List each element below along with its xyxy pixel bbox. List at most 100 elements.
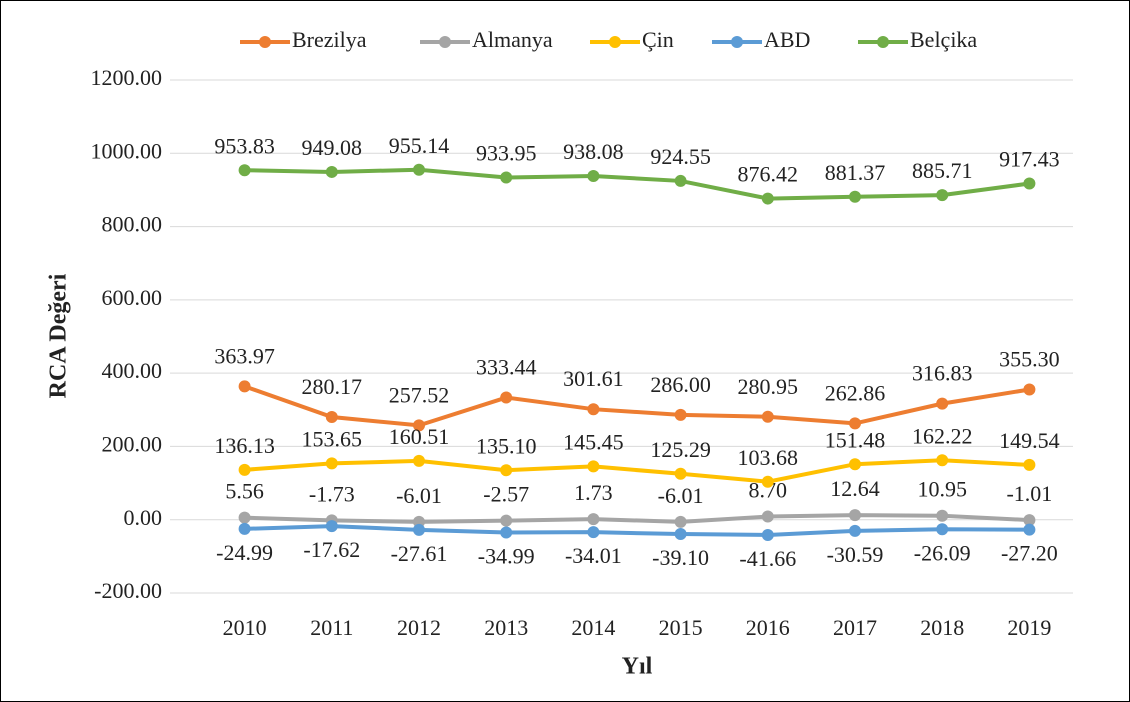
data-label: -27.20	[1001, 541, 1058, 566]
legend-label: Belçika	[910, 27, 977, 52]
x-tick-label: 2015	[659, 615, 703, 640]
data-point	[761, 510, 774, 523]
data-point	[587, 403, 600, 416]
data-point	[238, 463, 251, 476]
data-label: 280.17	[302, 374, 363, 399]
data-point	[761, 475, 774, 488]
data-point	[849, 524, 861, 537]
data-label: 280.95	[738, 374, 799, 399]
data-point	[238, 522, 251, 535]
data-label: 955.14	[389, 133, 450, 158]
data-label: 153.65	[302, 426, 363, 451]
x-tick-label: 2019	[1007, 615, 1051, 640]
data-point	[238, 164, 251, 177]
data-label: 953.83	[214, 133, 275, 158]
data-label: -27.61	[391, 541, 448, 566]
data-label: 145.45	[563, 429, 624, 454]
data-label: -17.62	[303, 537, 360, 562]
x-axis-label: Yıl	[622, 654, 653, 680]
data-label: -24.99	[216, 540, 273, 565]
data-label: 10.95	[917, 477, 967, 502]
data-point	[849, 190, 861, 203]
data-label: -26.09	[914, 540, 971, 565]
data-point	[413, 523, 425, 536]
data-label: 885.71	[912, 158, 973, 183]
y-tick-label: 0.00	[124, 505, 163, 530]
y-tick-label: 800.00	[102, 212, 163, 237]
data-label: 924.55	[650, 144, 711, 169]
data-point	[1023, 177, 1036, 190]
data-point	[936, 397, 949, 410]
data-point	[500, 171, 513, 184]
data-point	[500, 391, 513, 404]
data-label: 333.44	[476, 355, 537, 380]
x-tick-label: 2017	[833, 615, 877, 640]
data-label: 316.83	[912, 361, 973, 386]
data-point	[1023, 383, 1036, 396]
data-label: 363.97	[214, 343, 275, 368]
data-point	[936, 189, 949, 202]
data-point	[1023, 523, 1036, 536]
legend-marker	[877, 36, 889, 48]
data-point	[1023, 458, 1036, 471]
data-point	[238, 380, 251, 393]
data-label: -1.01	[1006, 481, 1052, 506]
y-tick-label: -200.00	[94, 578, 162, 603]
data-point	[413, 419, 425, 432]
data-point	[325, 165, 338, 178]
data-label: 949.08	[302, 135, 363, 160]
data-label: 149.54	[999, 428, 1060, 453]
data-point	[674, 174, 687, 187]
data-point	[849, 417, 861, 430]
data-point	[238, 511, 251, 524]
x-tick-label: 2010	[223, 615, 267, 640]
data-label: 5.56	[225, 479, 264, 504]
data-point	[936, 454, 949, 467]
data-label: 125.29	[650, 437, 711, 462]
data-label: -39.10	[652, 545, 709, 570]
x-tick-label: 2018	[920, 615, 964, 640]
series-line	[244, 524, 1030, 537]
data-label: -41.66	[739, 546, 796, 571]
data-point	[500, 526, 513, 539]
x-tick-label: 2016	[746, 615, 790, 640]
data-label: -6.01	[396, 483, 442, 508]
legend-marker	[609, 36, 621, 48]
data-point	[761, 192, 774, 205]
data-label: 135.10	[476, 433, 537, 458]
y-tick-label: 1200.00	[91, 65, 163, 90]
data-label: -30.59	[827, 542, 884, 567]
data-point	[500, 464, 513, 477]
data-point	[674, 467, 687, 480]
data-label: 162.22	[912, 423, 973, 448]
data-point	[500, 514, 513, 527]
legend-marker	[731, 36, 743, 48]
data-label: 160.51	[389, 424, 450, 449]
y-tick-label: 200.00	[102, 431, 163, 456]
legend-label: Çin	[642, 27, 674, 52]
data-point	[413, 454, 425, 467]
data-label: 136.13	[214, 433, 275, 458]
legend-label: ABD	[764, 27, 810, 52]
x-tick-label: 2013	[484, 615, 528, 640]
data-label: -2.57	[483, 482, 529, 507]
y-tick-label: 400.00	[102, 358, 163, 383]
data-label: 355.30	[999, 347, 1060, 372]
data-label: 103.68	[738, 445, 799, 470]
data-point	[587, 526, 600, 539]
series-line	[244, 458, 1030, 484]
x-tick-label: 2011	[310, 615, 353, 640]
legend-label: Brezilya	[292, 27, 367, 52]
data-point	[674, 515, 687, 528]
data-label: 938.08	[563, 139, 624, 164]
data-label: 881.37	[825, 160, 886, 185]
data-point	[325, 457, 338, 470]
data-label: 262.86	[825, 380, 886, 405]
data-point	[761, 528, 774, 541]
data-point	[413, 163, 425, 176]
data-label: -6.01	[658, 483, 704, 508]
series-line	[244, 513, 1030, 524]
legend-marker	[439, 36, 451, 48]
x-tick-label: 2014	[571, 615, 615, 640]
